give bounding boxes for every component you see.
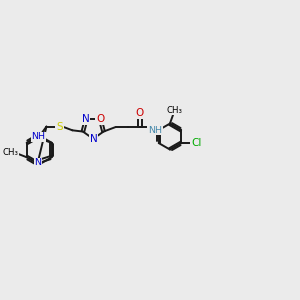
- Text: NH: NH: [32, 132, 45, 141]
- Text: NH: NH: [148, 126, 162, 135]
- Text: O: O: [136, 108, 144, 118]
- Text: N: N: [82, 114, 89, 124]
- Text: O: O: [96, 114, 104, 124]
- Text: CH₃: CH₃: [2, 148, 18, 157]
- Text: Cl: Cl: [191, 138, 201, 148]
- Text: CH₃: CH₃: [167, 106, 182, 115]
- Text: S: S: [56, 122, 63, 132]
- Text: N: N: [34, 158, 41, 167]
- Text: N: N: [90, 134, 98, 144]
